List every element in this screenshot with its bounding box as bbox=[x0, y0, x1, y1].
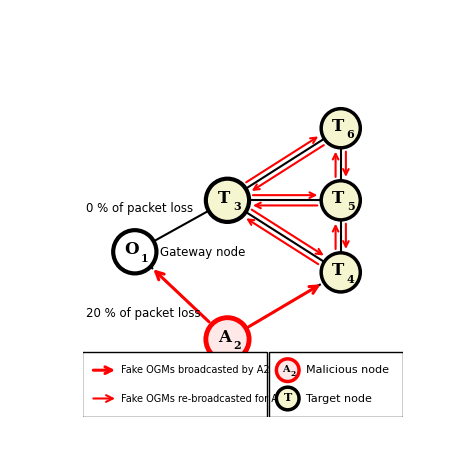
FancyBboxPatch shape bbox=[82, 352, 267, 417]
Text: 1: 1 bbox=[141, 253, 148, 264]
Circle shape bbox=[206, 318, 249, 361]
Text: T: T bbox=[331, 117, 344, 135]
Text: Target node: Target node bbox=[306, 394, 372, 403]
Circle shape bbox=[321, 181, 360, 220]
Circle shape bbox=[113, 230, 156, 273]
Text: T: T bbox=[283, 392, 292, 403]
FancyBboxPatch shape bbox=[269, 352, 402, 417]
Text: A: A bbox=[282, 365, 290, 373]
Text: T: T bbox=[218, 190, 230, 207]
Circle shape bbox=[321, 109, 360, 148]
Text: 0 % of packet loss: 0 % of packet loss bbox=[86, 202, 193, 214]
Text: 6: 6 bbox=[346, 130, 355, 140]
Text: T: T bbox=[331, 262, 344, 279]
Text: 2: 2 bbox=[290, 370, 295, 378]
Text: 4: 4 bbox=[346, 274, 355, 285]
Circle shape bbox=[206, 179, 249, 222]
Text: Gateway node: Gateway node bbox=[160, 246, 245, 259]
Text: 20 % of packet loss: 20 % of packet loss bbox=[86, 307, 201, 320]
Circle shape bbox=[276, 359, 299, 381]
Text: 3: 3 bbox=[233, 202, 241, 212]
Text: 5: 5 bbox=[346, 202, 355, 212]
Text: O: O bbox=[124, 241, 139, 258]
Text: Malicious node: Malicious node bbox=[306, 365, 389, 375]
Circle shape bbox=[276, 387, 299, 410]
Text: 2: 2 bbox=[234, 341, 241, 351]
Text: Fake OGMs re-broadcasted for A2: Fake OGMs re-broadcasted for A2 bbox=[121, 394, 284, 403]
Text: A: A bbox=[218, 329, 231, 346]
Circle shape bbox=[321, 253, 360, 292]
Text: T: T bbox=[331, 190, 344, 207]
Text: Fake OGMs broadcasted by A2: Fake OGMs broadcasted by A2 bbox=[121, 365, 270, 375]
